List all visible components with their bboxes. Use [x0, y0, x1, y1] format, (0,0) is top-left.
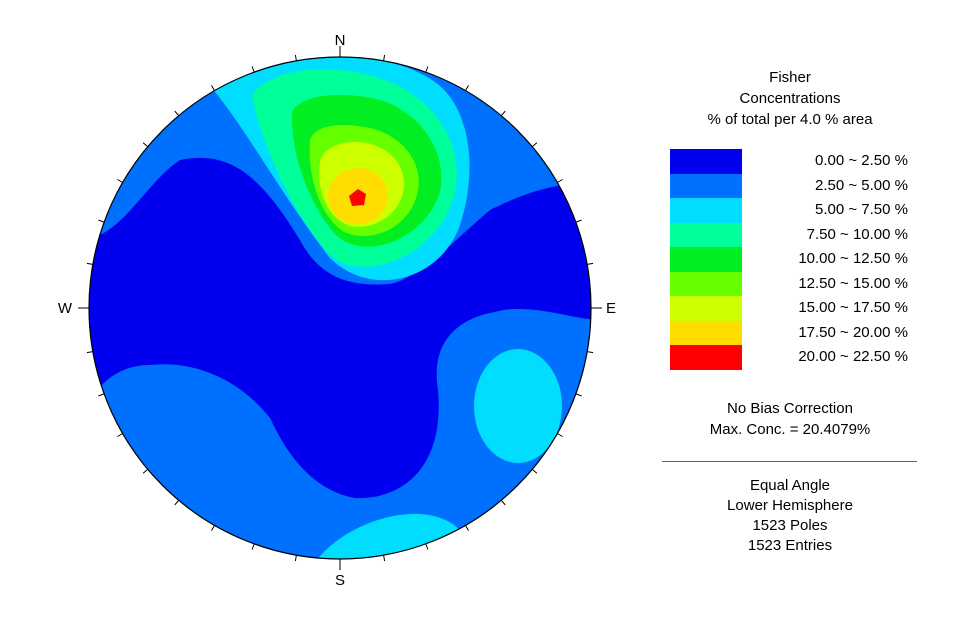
tick-130 [531, 468, 538, 474]
tick-30 [465, 85, 469, 91]
north-label: N [335, 32, 346, 49]
legend-swatch-7 [670, 320, 742, 345]
tick-140 [500, 499, 506, 506]
tick-240 [117, 433, 123, 437]
entry-count: 1523 Entries [747, 537, 833, 554]
degree-ticks [86, 54, 594, 562]
legend-swatch-1 [670, 173, 742, 198]
max-concentration-peak [349, 189, 366, 206]
legend-title-1: Fisher [769, 69, 811, 86]
tick-70 [575, 219, 582, 223]
tick-120 [557, 433, 563, 437]
projection-type: Equal Angle [749, 477, 831, 494]
legend-label-7: 17.50 ~ 20.00 % [798, 323, 908, 341]
tick-280 [86, 262, 93, 265]
tick-100 [587, 351, 594, 354]
contour-fill [89, 57, 591, 559]
tick-250 [98, 393, 105, 397]
legend-label-3: 7.50 ~ 10.00 % [806, 225, 908, 243]
legend-label-5: 12.50 ~ 15.00 % [798, 274, 908, 292]
legend: Fisher Concentrations % of total per 4.0… [650, 0, 977, 637]
tick-320 [174, 110, 180, 117]
max-concentration: Max. Conc. = 20.4079% [709, 421, 871, 438]
tick-300 [117, 179, 123, 183]
legend-swatch-0 [670, 149, 742, 174]
bias-note: No Bias Correction [727, 400, 853, 417]
legend-divider [662, 461, 917, 462]
legend-label-8: 20.00 ~ 22.50 % [798, 348, 908, 365]
tick-260 [86, 351, 93, 354]
tick-160 [425, 543, 429, 550]
tick-170 [383, 555, 386, 562]
tick-40 [500, 110, 506, 117]
tick-50 [531, 142, 538, 148]
legend-swatch-5 [670, 271, 742, 296]
legend-label-4: 10.00 ~ 12.50 % [798, 250, 908, 267]
tick-220 [174, 499, 180, 506]
tick-60 [557, 179, 563, 183]
west-label: W [58, 300, 73, 317]
tick-340 [251, 66, 255, 73]
legend-swatch-3 [670, 222, 742, 247]
legend-title-3: % of total per 4.0 % area [707, 111, 873, 128]
legend-swatch-8 [670, 345, 742, 370]
tick-230 [142, 468, 149, 474]
stereonet: N S W E [58, 32, 616, 589]
pole-count: 1523 Poles [752, 517, 828, 534]
contour-0.0-2.5 [89, 157, 591, 499]
tick-150 [465, 525, 469, 531]
tick-80 [587, 262, 594, 265]
tick-200 [251, 543, 255, 550]
legend-label-2: 5.00 ~ 7.50 % [815, 201, 908, 218]
legend-title-2: Concentrations [739, 90, 841, 107]
legend-label-0: 0.00 ~ 2.50 % [815, 152, 908, 169]
contour-5.0-7.5-east [474, 349, 562, 463]
hemisphere: Lower Hemisphere [727, 497, 853, 514]
tick-350 [294, 54, 297, 61]
east-label: E [606, 300, 616, 317]
legend-swatch-6 [670, 296, 742, 321]
tick-190 [294, 555, 297, 562]
tick-310 [142, 142, 149, 148]
legend-label-6: 15.00 ~ 17.50 % [798, 299, 908, 316]
tick-110 [575, 393, 582, 397]
tick-290 [98, 219, 105, 223]
legend-swatch-2 [670, 198, 742, 223]
legend-swatch-4 [670, 247, 742, 272]
tick-210 [211, 525, 215, 531]
tick-330 [211, 85, 215, 91]
tick-20 [425, 66, 429, 73]
legend-label-1: 2.50 ~ 5.00 % [815, 176, 908, 194]
south-label: S [335, 572, 345, 589]
tick-10 [383, 54, 386, 61]
